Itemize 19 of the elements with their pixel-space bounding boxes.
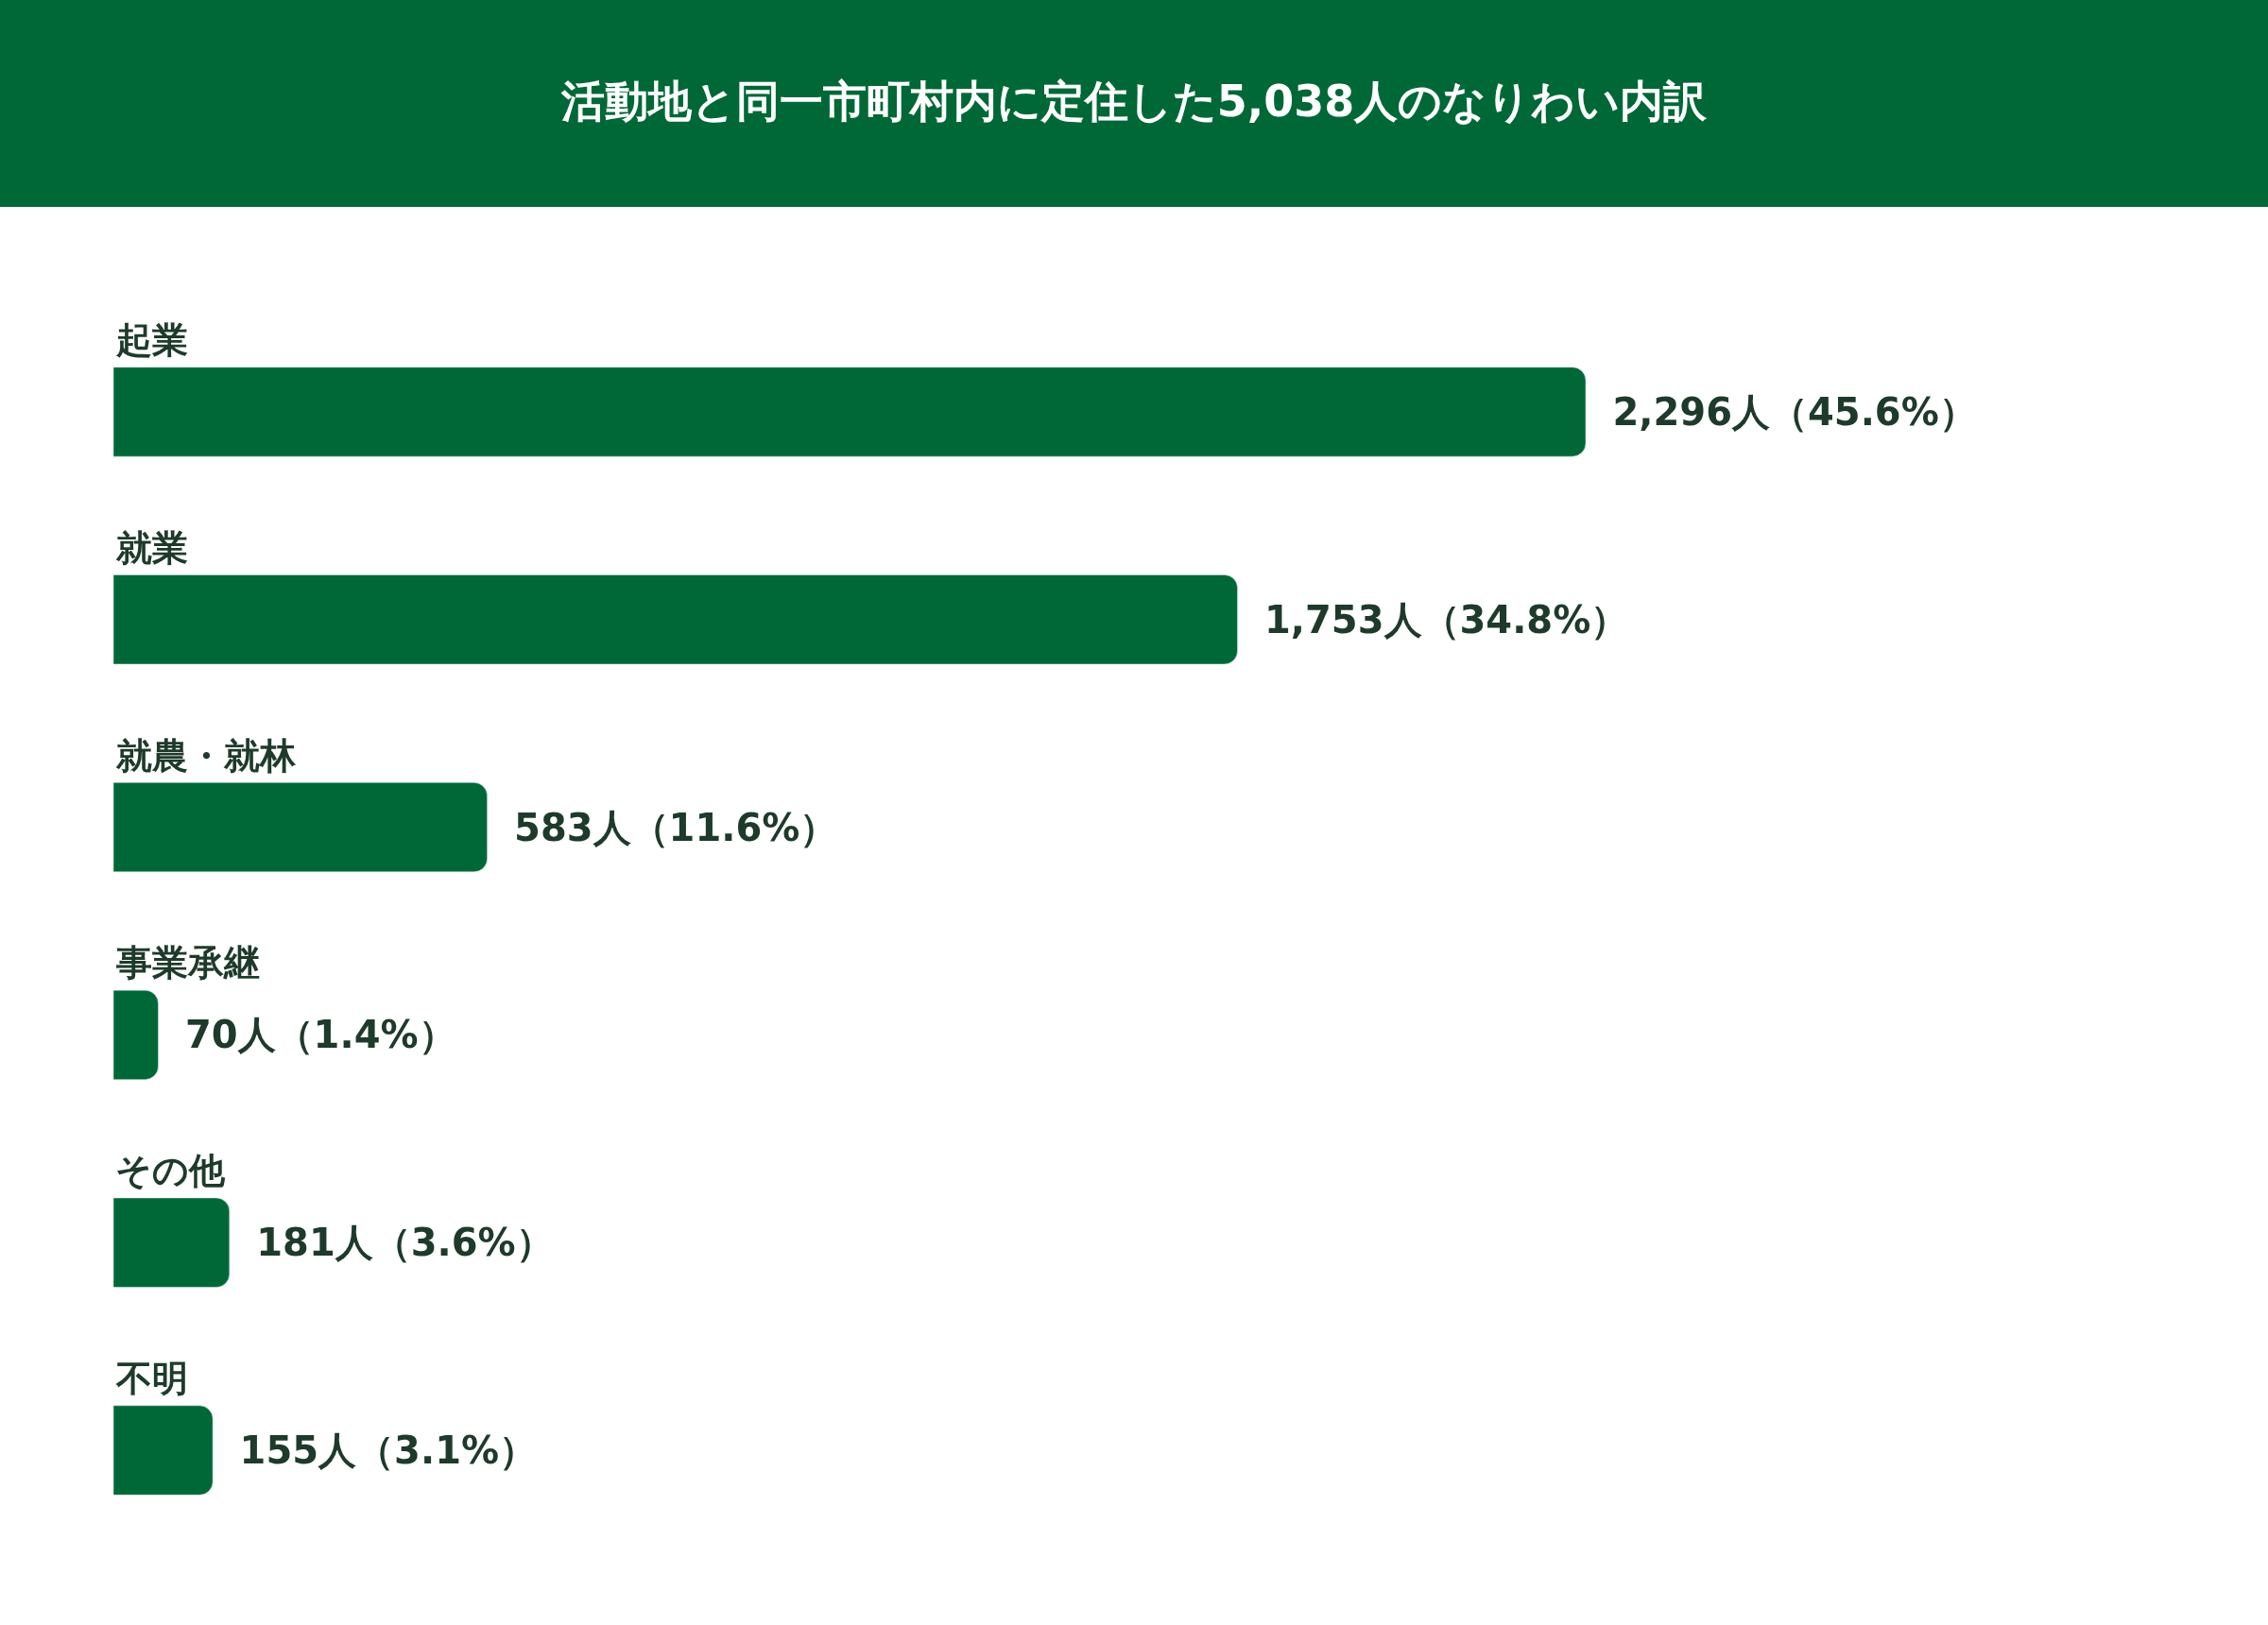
bar bbox=[113, 989, 159, 1080]
bar bbox=[113, 367, 1587, 457]
data-label: 1,753人（34.8%） bbox=[1263, 597, 1629, 641]
data-label: 155人（3.1%） bbox=[239, 1428, 538, 1473]
y-tick-label: 就農・就林 bbox=[115, 735, 297, 777]
y-tick-label: 起業 bbox=[115, 319, 188, 361]
data-label: 181人（3.6%） bbox=[256, 1221, 554, 1265]
bar bbox=[113, 1197, 231, 1288]
bar bbox=[113, 1405, 214, 1496]
data-label: 70人（1.4%） bbox=[184, 1013, 456, 1057]
y-tick-label: その他 bbox=[115, 1150, 226, 1191]
y-tick-label: 事業承継 bbox=[115, 942, 260, 984]
bar bbox=[113, 782, 488, 873]
y-tick-label: 就業 bbox=[115, 527, 188, 569]
data-label: 583人（11.6%） bbox=[514, 805, 838, 849]
chart-title: 活動地と同一市町村内に定住した5,038人のなりわい内訳 bbox=[559, 76, 1709, 128]
y-tick-label: 不明 bbox=[115, 1358, 188, 1399]
bar bbox=[113, 574, 1238, 665]
data-label: 2,296人（45.6%） bbox=[1612, 389, 1977, 434]
